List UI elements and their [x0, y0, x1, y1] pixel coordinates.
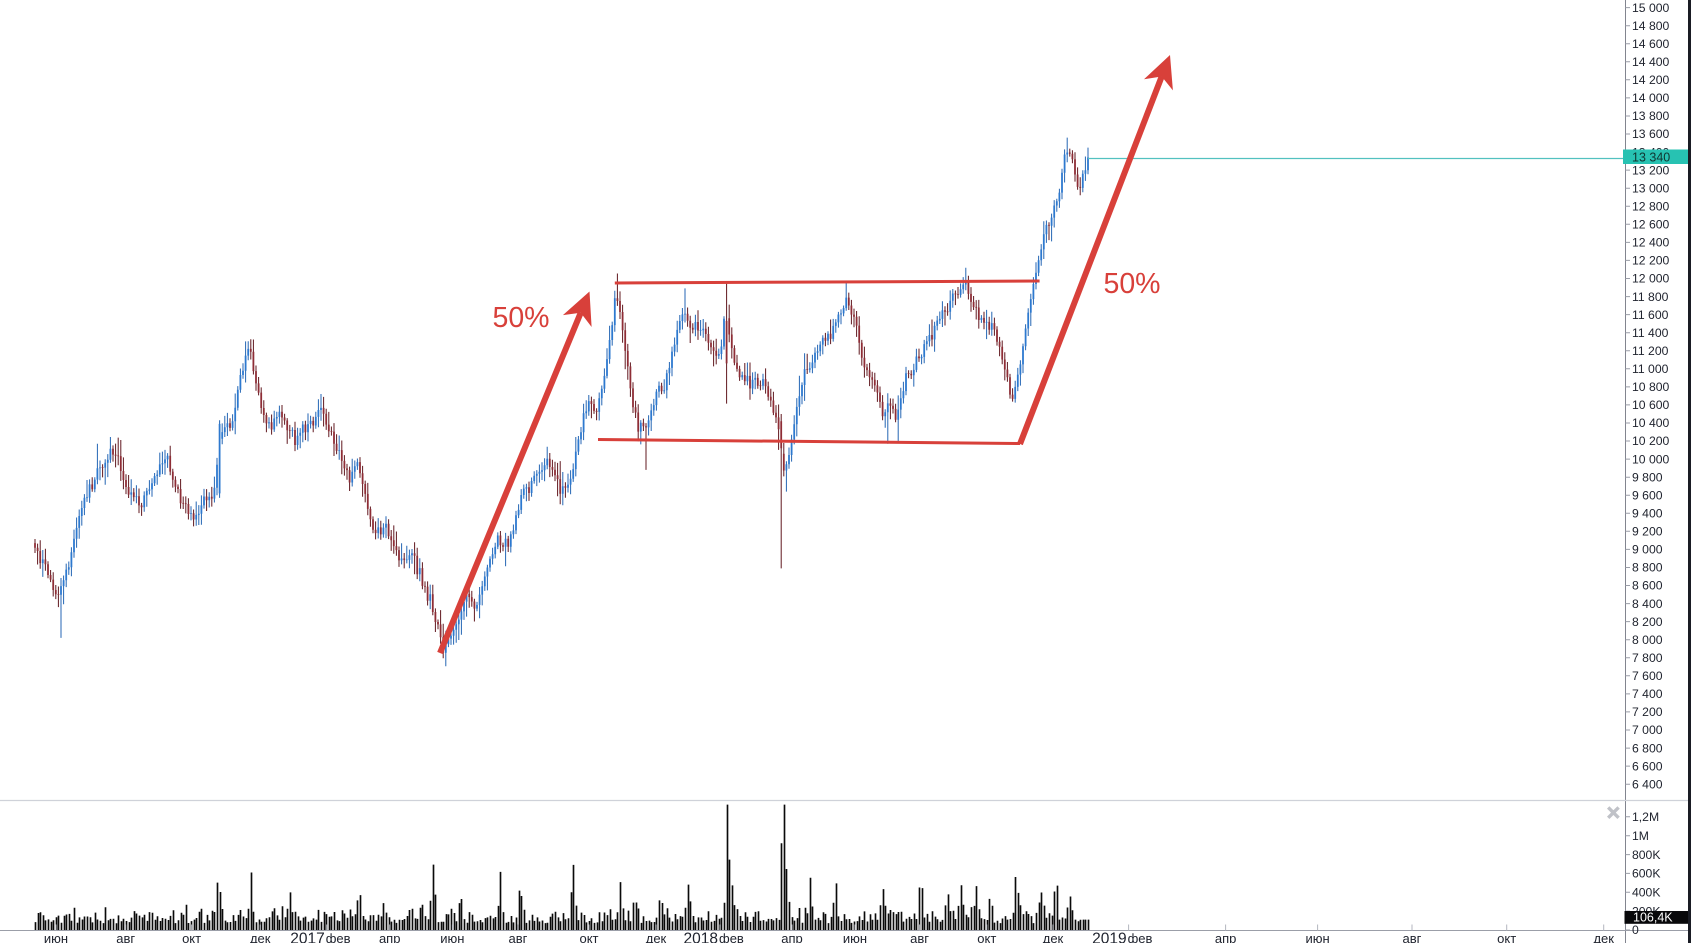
- svg-text:13 000: 13 000: [1632, 181, 1669, 195]
- svg-text:8 000: 8 000: [1632, 633, 1663, 647]
- svg-text:14 200: 14 200: [1632, 73, 1669, 87]
- svg-text:12 200: 12 200: [1632, 254, 1669, 268]
- svg-text:15 000: 15 000: [1632, 1, 1669, 15]
- svg-text:дек: дек: [250, 931, 271, 943]
- svg-text:6 600: 6 600: [1632, 759, 1663, 773]
- svg-text:7 600: 7 600: [1632, 669, 1663, 683]
- svg-text:апр: апр: [379, 931, 401, 943]
- svg-text:окт: окт: [977, 931, 996, 943]
- svg-text:600K: 600K: [1632, 867, 1660, 881]
- svg-text:10 400: 10 400: [1632, 416, 1669, 430]
- svg-text:июн: июн: [843, 931, 867, 943]
- svg-text:дек: дек: [646, 931, 667, 943]
- svg-text:апр: апр: [781, 931, 803, 943]
- svg-text:июн: июн: [44, 931, 68, 943]
- svg-text:14 600: 14 600: [1632, 37, 1669, 51]
- svg-text:14 800: 14 800: [1632, 19, 1669, 33]
- svg-text:июн: июн: [440, 931, 464, 943]
- svg-text:11 600: 11 600: [1632, 308, 1669, 322]
- svg-text:13 200: 13 200: [1632, 163, 1669, 177]
- svg-text:400K: 400K: [1632, 886, 1660, 900]
- svg-text:окт: окт: [182, 931, 201, 943]
- svg-text:106,4K: 106,4K: [1633, 911, 1673, 925]
- svg-text:8 400: 8 400: [1632, 597, 1663, 611]
- svg-text:10 000: 10 000: [1632, 452, 1669, 466]
- svg-text:9 600: 9 600: [1632, 488, 1663, 502]
- svg-text:2019: 2019: [1092, 931, 1126, 944]
- svg-text:8 200: 8 200: [1632, 615, 1663, 629]
- svg-text:окт: окт: [579, 931, 598, 943]
- svg-text:9 000: 9 000: [1632, 543, 1663, 557]
- svg-text:14 400: 14 400: [1632, 55, 1669, 69]
- svg-text:11 000: 11 000: [1632, 362, 1669, 376]
- svg-text:апр: апр: [1215, 931, 1237, 943]
- svg-text:11 800: 11 800: [1632, 290, 1669, 304]
- svg-text:7 400: 7 400: [1632, 687, 1663, 701]
- svg-text:12 800: 12 800: [1632, 200, 1669, 214]
- svg-text:13 800: 13 800: [1632, 109, 1669, 123]
- svg-text:8 600: 8 600: [1632, 579, 1663, 593]
- svg-text:7 200: 7 200: [1632, 705, 1663, 719]
- svg-text:9 400: 9 400: [1632, 507, 1663, 521]
- svg-text:7 000: 7 000: [1632, 723, 1663, 737]
- svg-text:12 600: 12 600: [1632, 218, 1669, 232]
- svg-text:2017: 2017: [290, 931, 324, 944]
- svg-text:10 200: 10 200: [1632, 434, 1669, 448]
- svg-text:50%: 50%: [492, 302, 549, 334]
- svg-text:800K: 800K: [1632, 848, 1660, 862]
- svg-text:фев: фев: [719, 931, 744, 943]
- svg-text:дек: дек: [1593, 931, 1614, 943]
- svg-text:10 800: 10 800: [1632, 380, 1669, 394]
- svg-text:1,2M: 1,2M: [1632, 810, 1659, 824]
- svg-text:1M: 1M: [1632, 829, 1649, 843]
- svg-text:11 200: 11 200: [1632, 344, 1669, 358]
- svg-text:фев: фев: [326, 931, 351, 943]
- svg-text:6 400: 6 400: [1632, 777, 1663, 791]
- svg-text:фев: фев: [1128, 931, 1153, 943]
- svg-text:авг: авг: [910, 931, 929, 943]
- svg-text:13 600: 13 600: [1632, 127, 1669, 141]
- svg-text:9 800: 9 800: [1632, 470, 1663, 484]
- svg-text:июн: июн: [1305, 931, 1329, 943]
- svg-text:авг: авг: [509, 931, 528, 943]
- svg-text:2018: 2018: [684, 931, 718, 944]
- svg-text:авг: авг: [116, 931, 135, 943]
- svg-text:12 400: 12 400: [1632, 236, 1669, 250]
- svg-text:0: 0: [1632, 923, 1639, 937]
- svg-text:дек: дек: [1043, 931, 1064, 943]
- svg-text:13 340: 13 340: [1632, 150, 1670, 164]
- svg-text:11 400: 11 400: [1632, 326, 1669, 340]
- svg-text:8 800: 8 800: [1632, 561, 1663, 575]
- svg-text:14 000: 14 000: [1632, 91, 1669, 105]
- svg-text:окт: окт: [1497, 931, 1516, 943]
- svg-text:10 600: 10 600: [1632, 398, 1669, 412]
- svg-text:авг: авг: [1403, 931, 1422, 943]
- svg-text:50%: 50%: [1103, 268, 1160, 300]
- svg-text:7 800: 7 800: [1632, 651, 1663, 665]
- svg-text:12 000: 12 000: [1632, 272, 1669, 286]
- svg-text:9 200: 9 200: [1632, 525, 1663, 539]
- svg-text:6 800: 6 800: [1632, 741, 1663, 755]
